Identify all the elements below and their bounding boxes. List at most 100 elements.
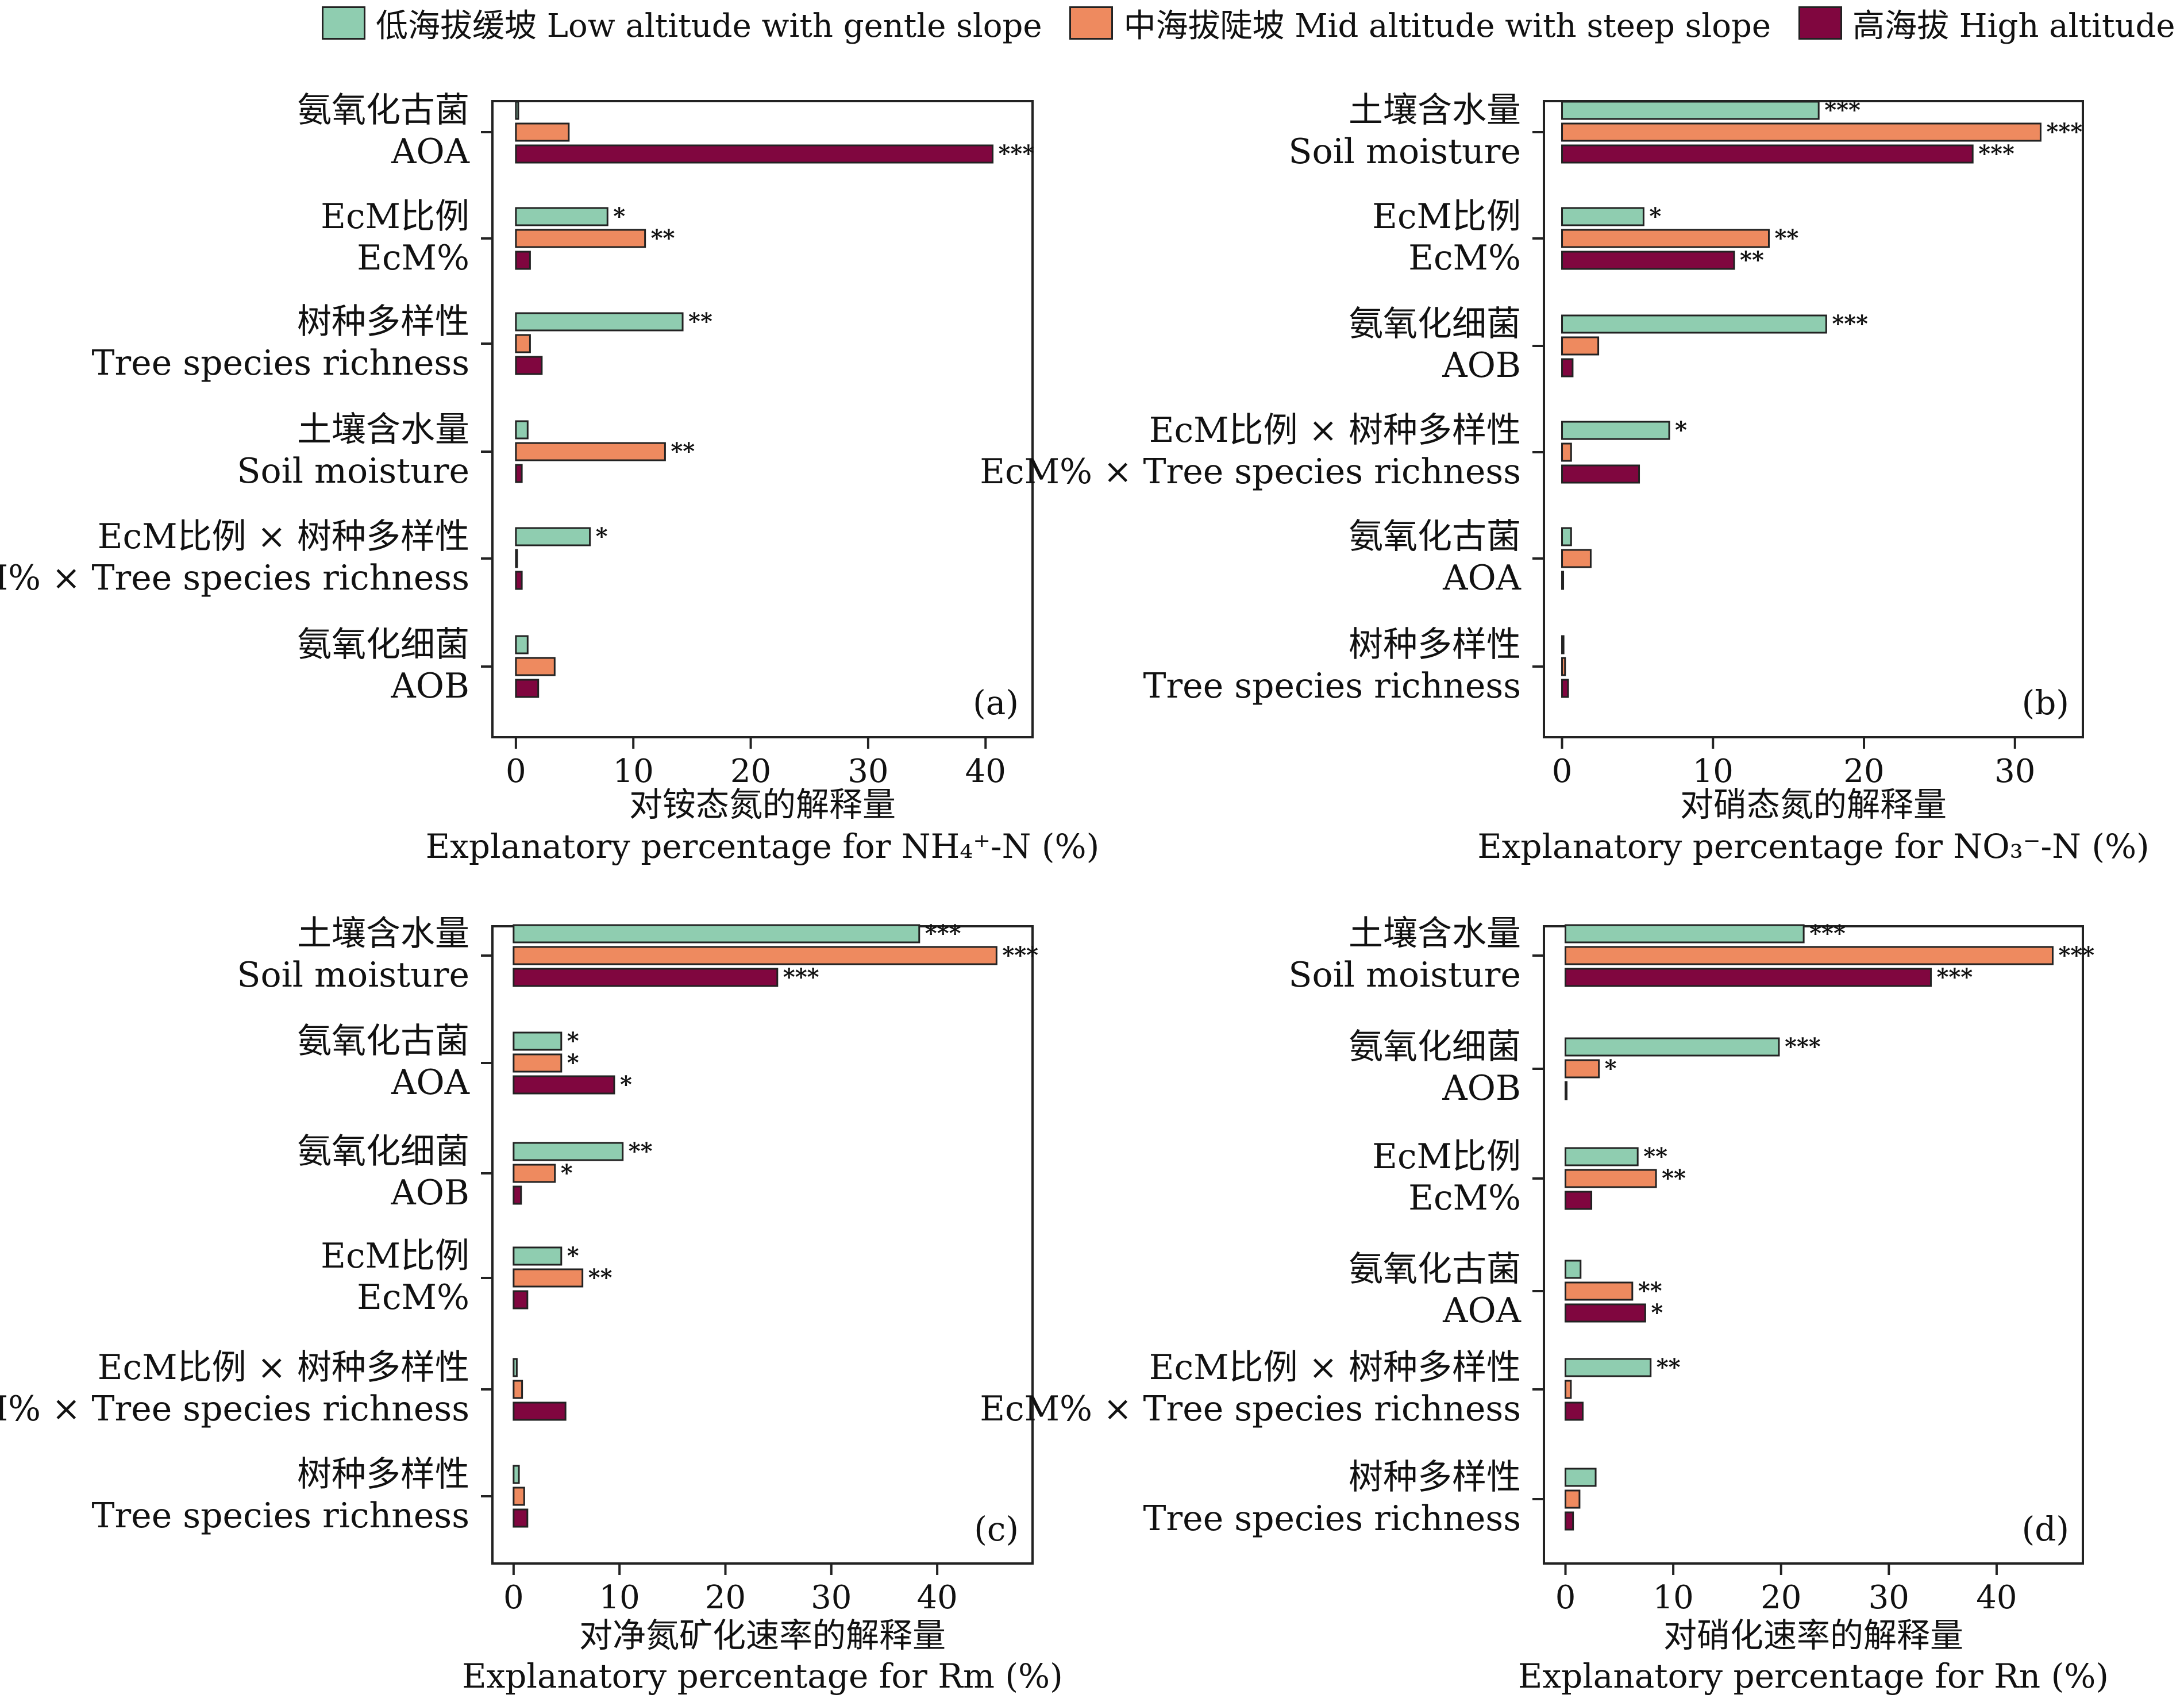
- category-label-zh: EcM比例: [321, 197, 469, 237]
- bar-ecm-tree-species-richness-series-3: [1565, 1401, 1584, 1421]
- significance-label: **: [1643, 1143, 1667, 1170]
- significance-label: *: [613, 203, 625, 230]
- bar-soil-moisture-series-1: [513, 924, 920, 944]
- bar-soil-moisture-series-1: [515, 420, 529, 440]
- category-label-zh: EcM比例 × 树种多样性: [98, 517, 469, 557]
- x-tick-label: 20: [705, 1579, 746, 1616]
- significance-label: **: [651, 225, 675, 252]
- category-label-zh: 氨氧化古菌: [1349, 1249, 1521, 1289]
- bar-soil-moisture-series-3: [1561, 144, 1974, 164]
- category-label-zh: 氨氧化细菌: [297, 625, 469, 665]
- bar-tree-species-richness-series-2: [1561, 657, 1566, 676]
- category-label-en: EcM%: [357, 1277, 469, 1318]
- bar-ecm-tree-species-richness-series-3: [513, 1401, 567, 1421]
- category-label-zh: EcM比例: [1372, 1137, 1521, 1177]
- bar-ecm-series-2: [513, 1268, 584, 1288]
- x-tick-label: 0: [1555, 1579, 1576, 1616]
- bar-ecm-series-2: [1565, 1169, 1657, 1188]
- category-label-en: EcM% × Tree species richness: [0, 558, 469, 598]
- bar-aoa-series-2: [1565, 1281, 1634, 1301]
- x-tick-label: 30: [1994, 753, 2035, 790]
- category-label-en: Soil moisture: [237, 955, 469, 995]
- significance-label: ***: [2058, 942, 2094, 969]
- significance-label: ***: [2046, 118, 2082, 145]
- significance-label: *: [1649, 203, 1661, 230]
- significance-label: **: [688, 308, 712, 335]
- category-label-zh: 树种多样性: [1349, 1457, 1521, 1497]
- bar-aoa-series-3: [515, 144, 994, 164]
- bar-ecm-tree-species-richness-series-2: [1565, 1380, 1572, 1399]
- category-label-zh: 氨氧化细菌: [1349, 304, 1521, 344]
- significance-label: ***: [925, 920, 961, 947]
- bar-ecm-tree-species-richness-series-2: [515, 549, 518, 568]
- significance-label: **: [588, 1264, 613, 1291]
- category-label-zh: 树种多样性: [297, 1454, 469, 1495]
- category-label-zh: EcM比例 × 树种多样性: [1149, 410, 1521, 450]
- significance-label: **: [1638, 1277, 1662, 1304]
- significance-label: **: [1662, 1165, 1686, 1192]
- x-axis-title-line-1: 对铵态氮的解释量: [629, 785, 896, 824]
- significance-label: ***: [1809, 920, 1846, 947]
- legend-item-mid-altitude: 中海拔陡坡 Mid altitude with steep slope: [1069, 0, 1771, 47]
- bar-aoa-series-1: [515, 101, 519, 120]
- legend-swatch-low-altitude: [322, 6, 365, 40]
- x-axis-title-line-1: 对净氮矿化速率的解释量: [579, 1616, 946, 1655]
- bar-tree-species-richness-series-3: [1561, 679, 1569, 698]
- panel-label: (b): [2022, 683, 2069, 722]
- category-label-zh: 氨氧化古菌: [297, 90, 469, 130]
- x-tick-label: 10: [1653, 1579, 1693, 1616]
- significance-label: **: [1740, 247, 1764, 274]
- significance-label: *: [1605, 1055, 1617, 1082]
- bar-soil-moisture-series-2: [1565, 946, 2054, 965]
- category-label-en: AOB: [1442, 345, 1521, 386]
- bar-aoa-series-1: [513, 1031, 563, 1051]
- bar-tree-species-richness-series-3: [515, 356, 543, 375]
- legend-swatch-high-altitude: [1798, 6, 1842, 40]
- bar-ecm-tree-species-richness-series-1: [1565, 1358, 1652, 1377]
- bar-ecm-tree-species-richness-series-3: [1561, 464, 1640, 484]
- significance-label: *: [567, 1027, 579, 1054]
- category-label-en: AOA: [1442, 1291, 1522, 1331]
- significance-label: **: [1774, 225, 1798, 252]
- x-tick-label: 20: [730, 753, 771, 790]
- significance-label: **: [671, 438, 695, 465]
- significance-label: ***: [1002, 942, 1038, 969]
- bar-ecm-series-1: [1565, 1147, 1639, 1166]
- x-tick-label: 10: [599, 1579, 640, 1616]
- bar-tree-species-richness-series-1: [515, 312, 684, 332]
- bar-aob-series-1: [513, 1142, 624, 1161]
- category-label-en: Tree species richness: [91, 1496, 469, 1536]
- legend-item-low-altitude: 低海拔缓坡 Low altitude with gentle slope: [322, 0, 1042, 47]
- bar-tree-species-richness-series-3: [513, 1508, 529, 1528]
- bar-ecm-series-2: [515, 229, 646, 248]
- bar-aob-series-2: [1565, 1059, 1600, 1079]
- bar-ecm-series-1: [1561, 207, 1644, 226]
- category-label-zh: 氨氧化古菌: [1349, 517, 1521, 557]
- category-label-zh: EcM比例 × 树种多样性: [1149, 1347, 1521, 1388]
- category-label-zh: 土壤含水量: [1349, 90, 1521, 130]
- significance-label: *: [1651, 1299, 1663, 1326]
- bar-soil-moisture-series-2: [515, 442, 666, 461]
- significance-label: *: [567, 1049, 579, 1076]
- significance-label: ***: [1785, 1033, 1821, 1060]
- bar-ecm-tree-species-richness-series-1: [1561, 421, 1670, 440]
- category-label-en: AOA: [391, 132, 470, 172]
- category-label-en: Soil moisture: [237, 451, 469, 491]
- category-label-en: EcM% × Tree species richness: [0, 1389, 469, 1429]
- category-label-zh: 氨氧化古菌: [297, 1021, 469, 1061]
- x-tick-label: 20: [1843, 753, 1884, 790]
- bar-ecm-series-2: [1561, 229, 1770, 248]
- category-label-en: EcM%: [357, 238, 469, 278]
- legend: 低海拔缓坡 Low altitude with gentle slope 中海拔…: [322, 0, 2175, 46]
- significance-label: **: [1657, 1354, 1681, 1381]
- bar-ecm-series-3: [515, 251, 531, 270]
- bar-soil-moisture-series-1: [1561, 101, 1820, 120]
- category-label-en: AOB: [1442, 1068, 1521, 1108]
- x-tick-label: 30: [811, 1579, 852, 1616]
- x-tick-label: 0: [506, 753, 526, 790]
- category-label-en: Soil moisture: [1288, 132, 1521, 172]
- bar-ecm-series-3: [1561, 251, 1735, 270]
- bar-aoa-series-1: [1561, 527, 1572, 546]
